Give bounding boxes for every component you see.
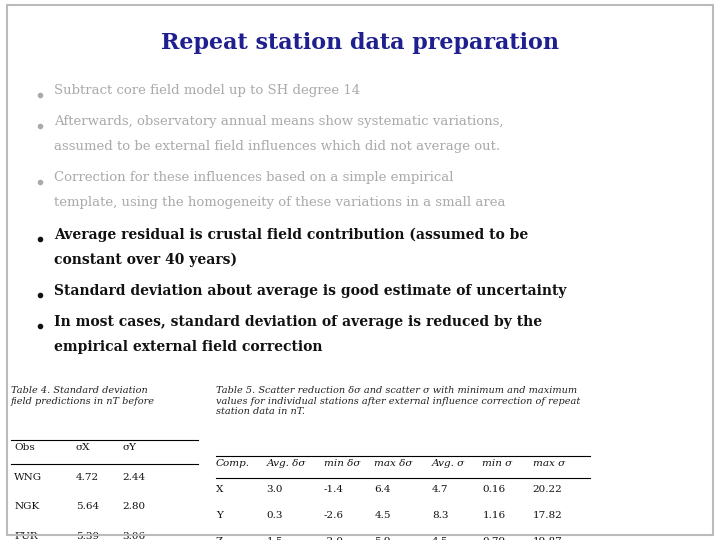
Text: min σ: min σ xyxy=(482,459,513,468)
Text: Afterwards, observatory annual means show systematic variations,: Afterwards, observatory annual means sho… xyxy=(54,115,503,128)
Text: WNG: WNG xyxy=(14,472,42,482)
Text: max δσ: max δσ xyxy=(374,459,413,468)
Text: 20.22: 20.22 xyxy=(533,485,562,494)
Text: FUR: FUR xyxy=(14,532,38,540)
Text: Correction for these influences based on a simple empirical: Correction for these influences based on… xyxy=(54,171,454,184)
Text: Repeat station data preparation: Repeat station data preparation xyxy=(161,32,559,55)
Text: 1.5: 1.5 xyxy=(266,537,283,540)
Text: 6.4: 6.4 xyxy=(374,485,391,494)
Text: 5.64: 5.64 xyxy=(76,502,99,511)
Text: Comp.: Comp. xyxy=(216,459,250,468)
Text: Obs: Obs xyxy=(14,443,35,452)
Text: 4.7: 4.7 xyxy=(432,485,449,494)
Text: Z: Z xyxy=(216,537,223,540)
Text: -1.4: -1.4 xyxy=(324,485,344,494)
Text: 3.0: 3.0 xyxy=(266,485,283,494)
Text: assumed to be external field influences which did not average out.: assumed to be external field influences … xyxy=(54,140,500,153)
Text: Avg. δσ: Avg. δσ xyxy=(266,459,306,468)
Text: 4.72: 4.72 xyxy=(76,472,99,482)
Text: 4.5: 4.5 xyxy=(374,511,391,520)
Text: min δσ: min δσ xyxy=(324,459,361,468)
Text: Table 4. Standard deviation
field predictions in nT before: Table 4. Standard deviation field predic… xyxy=(11,386,155,406)
Text: σX: σX xyxy=(76,443,90,452)
Text: 19.87: 19.87 xyxy=(533,537,562,540)
Text: template, using the homogeneity of these variations in a small area: template, using the homogeneity of these… xyxy=(54,196,505,209)
Text: 0.3: 0.3 xyxy=(266,511,283,520)
Text: 17.82: 17.82 xyxy=(533,511,562,520)
Text: 5.9: 5.9 xyxy=(374,537,391,540)
Text: 0.79: 0.79 xyxy=(482,537,505,540)
Text: X: X xyxy=(216,485,223,494)
Text: Y: Y xyxy=(216,511,223,520)
Text: 5.39: 5.39 xyxy=(76,532,99,540)
Text: 8.3: 8.3 xyxy=(432,511,449,520)
Text: 3.06: 3.06 xyxy=(122,532,145,540)
Text: 1.16: 1.16 xyxy=(482,511,505,520)
Text: Subtract core field model up to SH degree 14: Subtract core field model up to SH degre… xyxy=(54,84,360,97)
Text: 4.5: 4.5 xyxy=(432,537,449,540)
Text: Table 5. Scatter reduction δσ and scatter σ with minimum and maximum
values for : Table 5. Scatter reduction δσ and scatte… xyxy=(216,386,580,416)
Text: NGK: NGK xyxy=(14,502,40,511)
Text: constant over 40 years): constant over 40 years) xyxy=(54,252,237,267)
Text: In most cases, standard deviation of average is reduced by the: In most cases, standard deviation of ave… xyxy=(54,315,542,329)
Text: 2.44: 2.44 xyxy=(122,472,145,482)
Text: Average residual is crustal field contribution (assumed to be: Average residual is crustal field contri… xyxy=(54,227,528,242)
Text: 2.80: 2.80 xyxy=(122,502,145,511)
Text: Standard deviation about average is good estimate of uncertainty: Standard deviation about average is good… xyxy=(54,284,567,298)
Text: empirical external field correction: empirical external field correction xyxy=(54,340,323,354)
Text: -2.6: -2.6 xyxy=(324,511,344,520)
Text: 0.16: 0.16 xyxy=(482,485,505,494)
Text: -2.0: -2.0 xyxy=(324,537,344,540)
Text: σY: σY xyxy=(122,443,136,452)
Text: max σ: max σ xyxy=(533,459,565,468)
Text: Avg. σ: Avg. σ xyxy=(432,459,465,468)
